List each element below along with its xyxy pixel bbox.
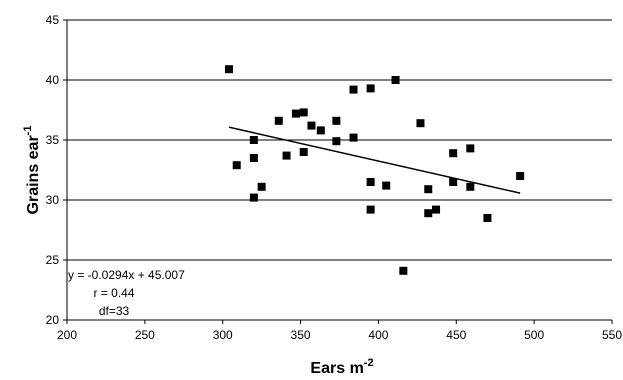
data-point xyxy=(349,85,358,94)
y-tick-label: 25 xyxy=(46,253,60,267)
data-point xyxy=(449,149,458,158)
data-point xyxy=(391,76,400,84)
data-point xyxy=(449,178,458,186)
data-point xyxy=(432,205,441,214)
data-point xyxy=(291,109,300,118)
data-point xyxy=(274,116,283,125)
data-point xyxy=(424,209,433,218)
data-point xyxy=(382,181,391,190)
y-tick-label: 45 xyxy=(46,13,60,27)
x-tick-label: 500 xyxy=(524,328,544,342)
data-point xyxy=(366,178,375,186)
data-point xyxy=(416,119,425,128)
y-tick-label: 40 xyxy=(46,73,60,87)
x-tick-label: 450 xyxy=(446,328,466,342)
x-tick-label: 300 xyxy=(213,328,233,342)
data-point xyxy=(349,133,358,142)
data-point xyxy=(332,137,341,146)
x-axis-title: Ears m-2 xyxy=(310,357,373,377)
x-tick-label: 200 xyxy=(57,328,77,342)
data-point xyxy=(483,214,492,222)
y-tick-label: 30 xyxy=(46,193,60,207)
annotation-box: y = -0.0294x + 45.007 r = 0.44 df=33 xyxy=(68,268,185,318)
trendline-group xyxy=(228,126,521,194)
y-axis-title-main: Grains ear xyxy=(25,135,42,214)
y-axis-title-superscript: -1 xyxy=(22,126,34,136)
data-point xyxy=(399,266,408,275)
axes xyxy=(63,19,613,324)
data-point xyxy=(466,182,475,191)
y-axis-title: Grains ear-1 xyxy=(22,126,42,215)
x-tick-label: 250 xyxy=(135,328,155,342)
y-tick-label: 20 xyxy=(46,313,60,327)
data-point xyxy=(466,144,475,153)
data-point xyxy=(316,126,325,135)
data-point xyxy=(299,108,308,117)
x-tick-label: 550 xyxy=(602,328,622,342)
data-point xyxy=(232,161,241,170)
data-point xyxy=(257,182,266,191)
data-point xyxy=(332,116,341,125)
data-point xyxy=(249,154,258,162)
x-tick-label: 400 xyxy=(368,328,388,342)
x-tick-label: 350 xyxy=(291,328,311,342)
x-axis-title-superscript: -2 xyxy=(364,357,374,369)
regression-equation: y = -0.0294x + 45.007 xyxy=(68,268,185,282)
data-point xyxy=(249,193,258,202)
data-point xyxy=(282,151,291,160)
x-axis-title-main: Ears m xyxy=(310,360,363,377)
y-tick-label: 35 xyxy=(46,133,60,147)
trendline xyxy=(228,126,521,194)
data-point xyxy=(366,84,375,93)
data-points xyxy=(224,65,525,275)
data-point xyxy=(516,172,525,180)
data-point xyxy=(299,148,308,156)
correlation-coefficient: r = 0.44 xyxy=(93,286,134,300)
data-point xyxy=(307,121,316,130)
degrees-of-freedom: df=33 xyxy=(99,304,130,318)
data-point xyxy=(424,185,433,194)
tick-labels: 20 25 30 35 40 45 200 250 300 350 400 450 500 550 xyxy=(46,13,623,342)
data-point xyxy=(224,65,233,74)
data-point xyxy=(249,136,258,144)
data-point xyxy=(366,205,375,214)
